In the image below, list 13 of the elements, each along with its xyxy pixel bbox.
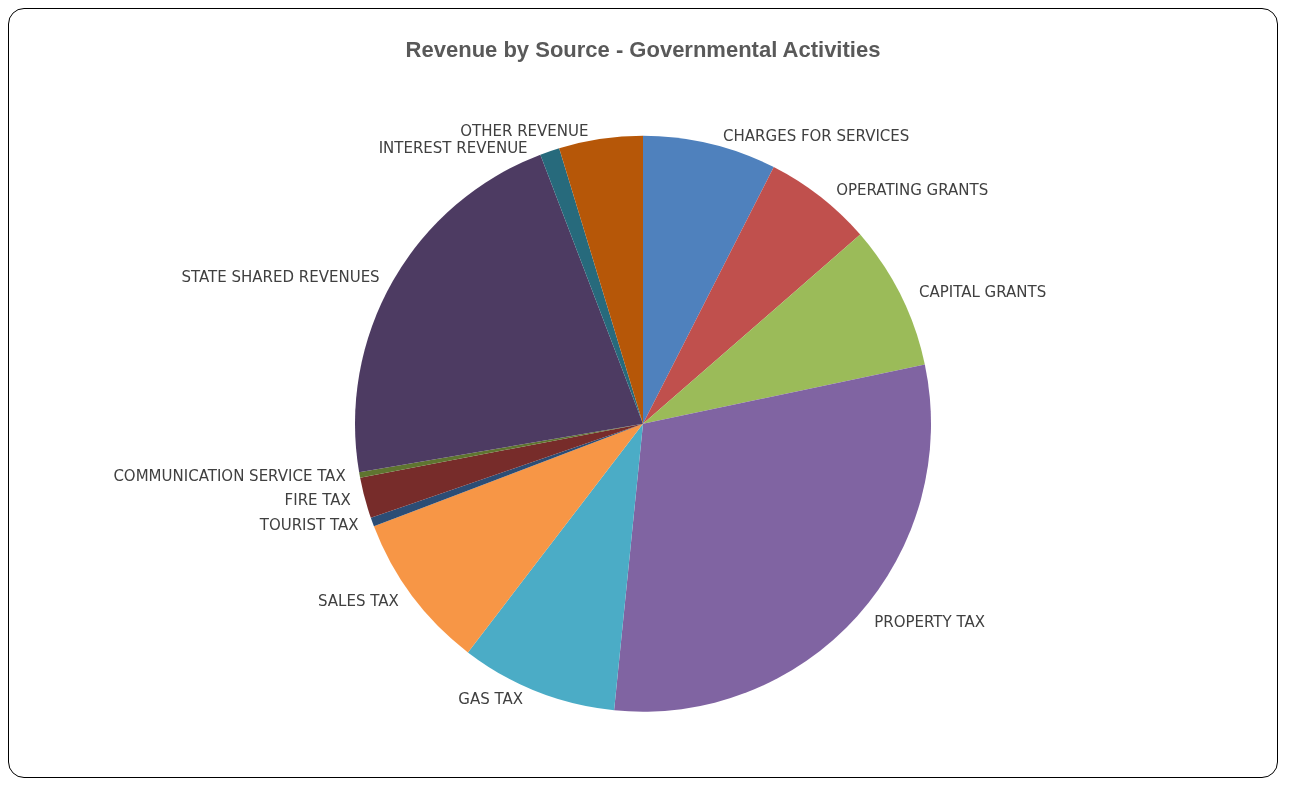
slice-label: TOURIST TAX <box>258 515 359 534</box>
slice-label: GAS TAX <box>458 689 524 708</box>
slice-label: INTEREST REVENUE <box>378 138 528 157</box>
slice-label: SALES TAX <box>318 591 399 610</box>
slice-label: CAPITAL GRANTS <box>918 282 1047 301</box>
chart-title: Revenue by Source - Governmental Activities <box>405 36 881 62</box>
slice-label: COMMUNICATION SERVICE TAX <box>113 467 346 486</box>
slice-label: OPERATING GRANTS <box>836 181 989 200</box>
slice-label: STATE SHARED REVENUES <box>181 268 380 287</box>
slice-label: CHARGES FOR SERVICES <box>723 126 910 145</box>
slice-label: FIRE TAX <box>284 491 351 510</box>
slice-label: OTHER REVENUE <box>460 121 589 140</box>
slice-label: PROPERTY TAX <box>874 612 985 631</box>
